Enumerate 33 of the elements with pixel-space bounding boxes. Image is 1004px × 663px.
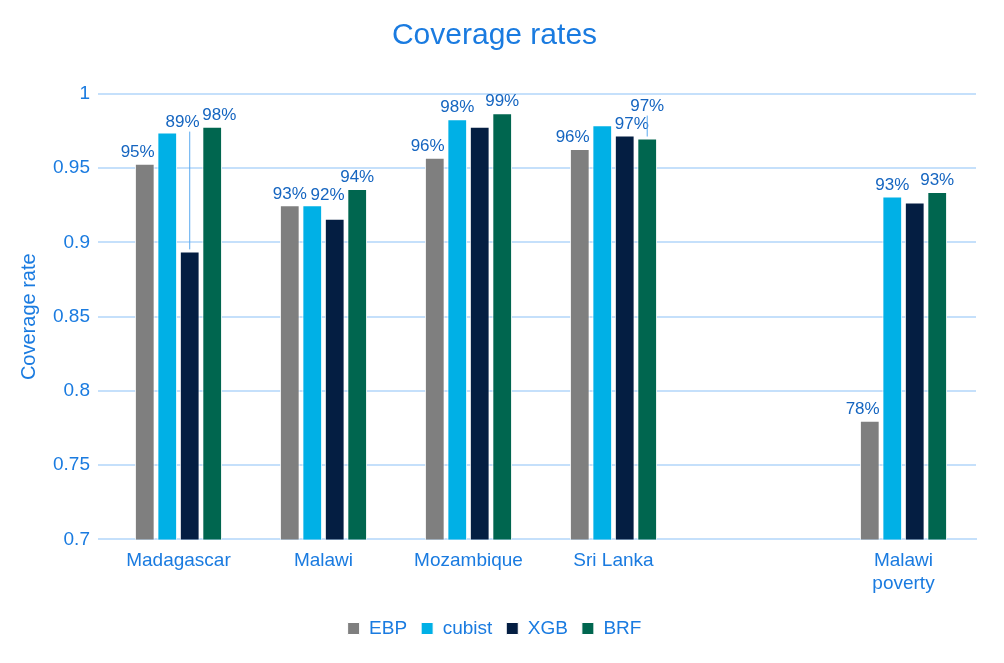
chart-title: Coverage rates: [391, 17, 598, 51]
data-label: 99%: [485, 91, 520, 111]
data-label: 95%: [120, 141, 155, 161]
legend-label: cubist: [442, 616, 493, 638]
y-axis-title: Coverage rate: [16, 253, 39, 381]
data-label: 93%: [272, 183, 307, 203]
y-tick-label: 0.9: [63, 230, 90, 252]
x-tick-label: Malawi poverty: [872, 549, 936, 593]
x-tick-label: Malawi: [293, 549, 354, 571]
x-tick-label: Mozambique: [414, 549, 523, 571]
y-tick-label: 0.7: [63, 527, 90, 549]
y-tick-label: 1: [79, 82, 90, 104]
data-label: 93%: [920, 170, 955, 190]
legend-label: BRF: [603, 616, 642, 638]
data-label: 93%: [875, 174, 910, 194]
y-tick-label: 0.8: [63, 379, 90, 401]
legend-label: XGB: [527, 616, 568, 638]
data-label: 78%: [845, 398, 880, 418]
x-tick-label: Sri Lanka: [573, 549, 655, 571]
data-label: 98%: [440, 97, 475, 117]
y-tick-label: 0.95: [53, 156, 90, 178]
legend-label: EBP: [369, 616, 408, 638]
data-label: 89%: [165, 111, 200, 131]
data-label: 97%: [614, 113, 649, 133]
y-tick-label: 0.75: [53, 453, 90, 475]
data-label: 96%: [555, 127, 590, 147]
y-tick-label: 0.85: [53, 304, 90, 326]
data-label: 98%: [202, 104, 237, 124]
x-tick-label: Madagascar: [126, 549, 232, 571]
data-label: 94%: [340, 167, 375, 187]
data-label: 92%: [310, 184, 345, 204]
data-label: 97%: [630, 95, 665, 115]
data-label: 96%: [410, 136, 445, 156]
